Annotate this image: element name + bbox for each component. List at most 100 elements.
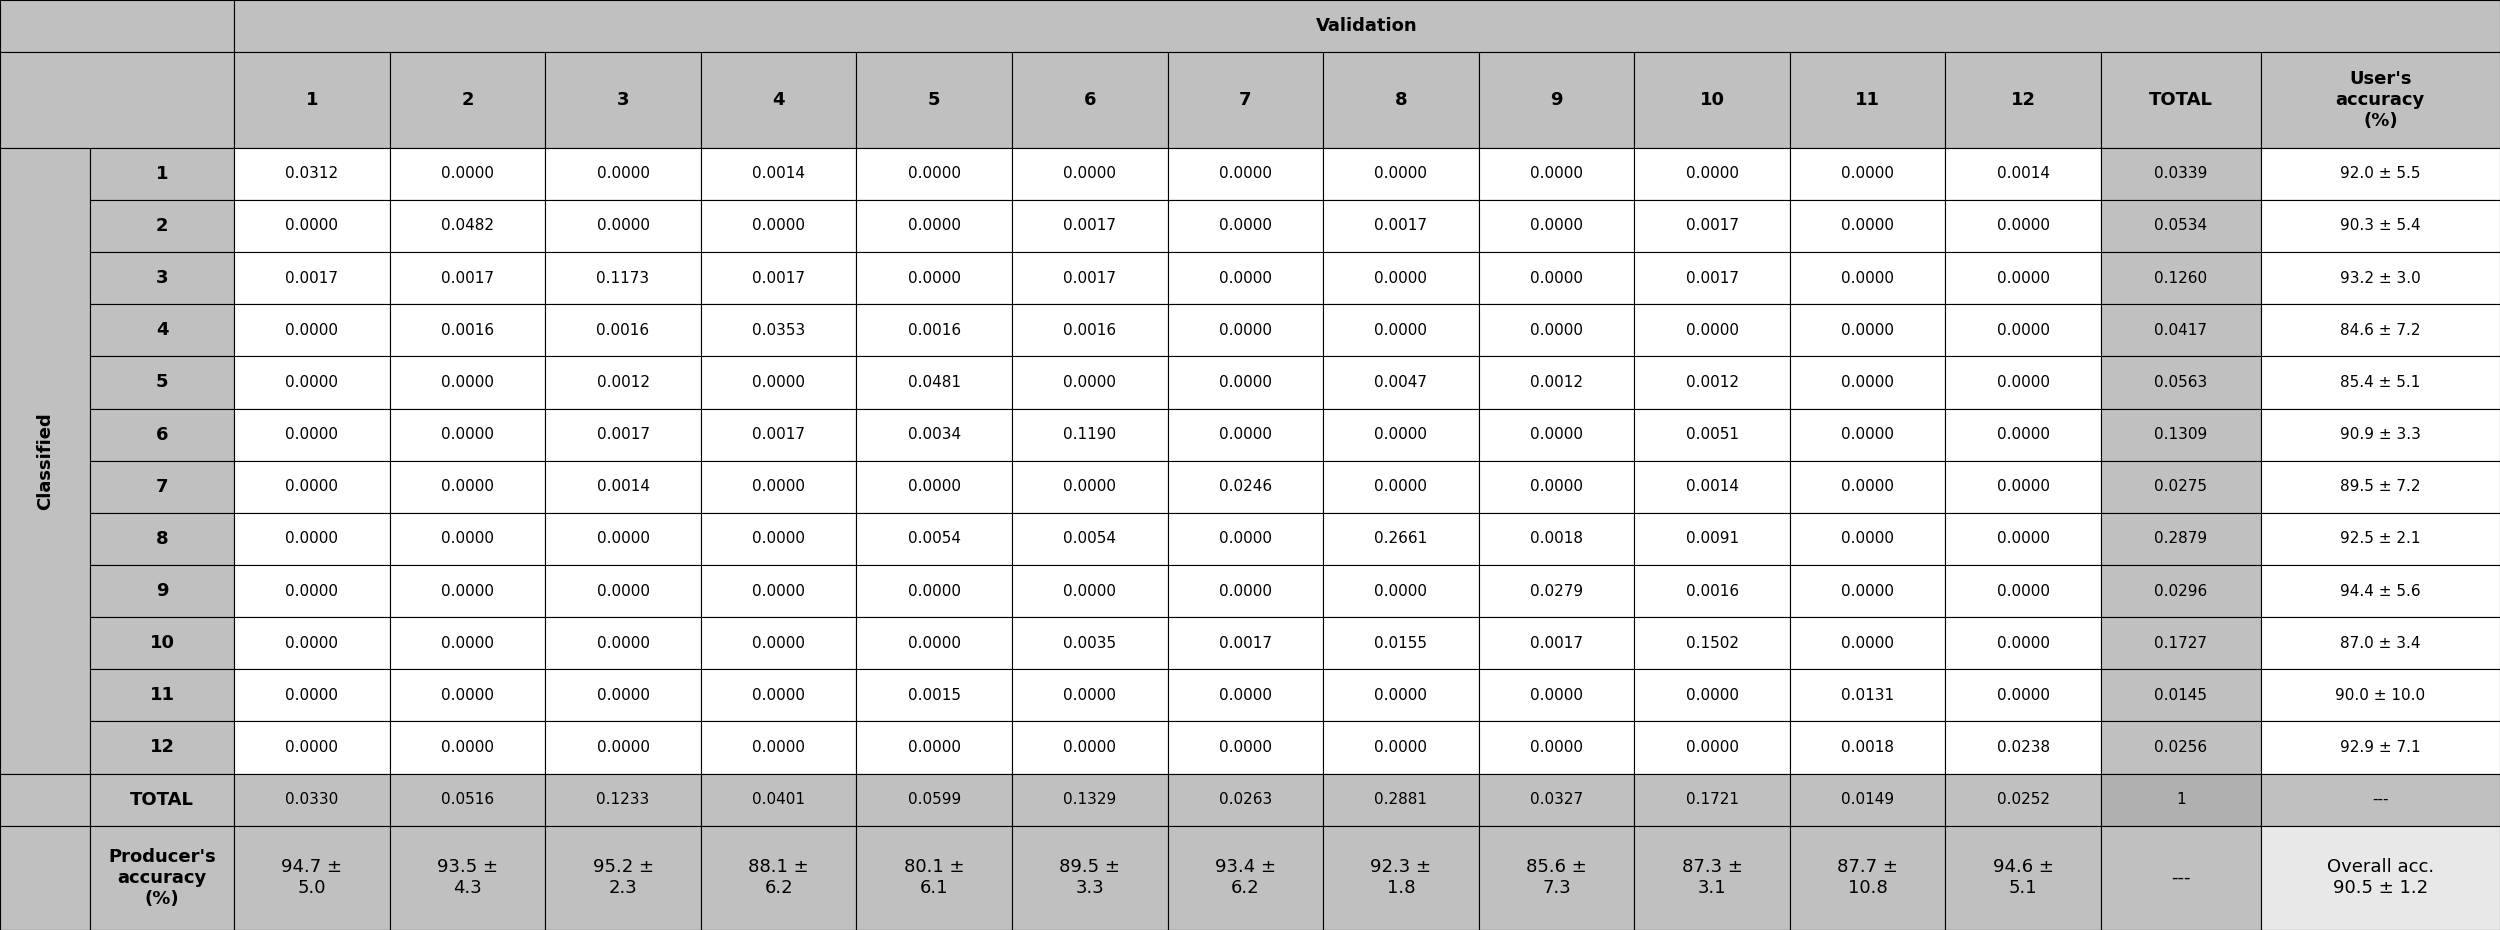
Bar <box>545 618 700 670</box>
Text: 0.0034: 0.0034 <box>908 427 960 442</box>
Bar <box>1635 722 1790 774</box>
Bar <box>235 148 390 200</box>
Text: 0.0000: 0.0000 <box>1685 166 1737 181</box>
Text: 8: 8 <box>1395 91 1408 109</box>
Text: 0.0000: 0.0000 <box>285 427 338 442</box>
Text: 0.0000: 0.0000 <box>908 219 960 233</box>
Bar <box>2100 252 2260 304</box>
Bar <box>858 252 1013 304</box>
Bar <box>1478 722 1635 774</box>
Text: 0.0000: 0.0000 <box>1840 271 1895 286</box>
Text: 0.0000: 0.0000 <box>1840 479 1895 494</box>
Bar <box>545 826 700 930</box>
Bar <box>1013 304 1168 356</box>
Bar <box>1945 722 2100 774</box>
Text: 0.0000: 0.0000 <box>752 740 805 755</box>
Text: 6: 6 <box>1082 91 1095 109</box>
Bar <box>1168 148 1322 200</box>
Text: 3: 3 <box>155 269 168 287</box>
Bar <box>2260 774 2500 826</box>
Text: 94.7 ±
5.0: 94.7 ± 5.0 <box>282 858 342 897</box>
Bar <box>1635 200 1790 252</box>
Text: 0.0000: 0.0000 <box>1375 166 1427 181</box>
Text: 0.0000: 0.0000 <box>908 479 960 494</box>
Text: 0.0014: 0.0014 <box>752 166 805 181</box>
Text: 0.0000: 0.0000 <box>598 636 650 651</box>
Bar <box>390 252 545 304</box>
Text: 0.0000: 0.0000 <box>1220 219 1272 233</box>
Bar <box>1945 148 2100 200</box>
Bar <box>1635 774 1790 826</box>
Text: 0.1721: 0.1721 <box>1685 792 1737 807</box>
Text: 0.0000: 0.0000 <box>1998 479 2050 494</box>
Text: 0.0275: 0.0275 <box>2155 479 2208 494</box>
Text: 9: 9 <box>155 582 168 600</box>
Text: 0.0417: 0.0417 <box>2155 323 2208 338</box>
Bar <box>2260 252 2500 304</box>
Text: 0.0000: 0.0000 <box>1530 688 1582 703</box>
Bar <box>2100 512 2260 565</box>
Bar <box>1013 512 1168 565</box>
Bar <box>2100 460 2260 512</box>
Text: 2: 2 <box>460 91 472 109</box>
Bar <box>1478 774 1635 826</box>
Bar <box>235 826 390 930</box>
Text: 0.0000: 0.0000 <box>1530 219 1582 233</box>
Bar <box>1945 356 2100 408</box>
Bar <box>90 670 235 722</box>
Bar <box>2100 722 2260 774</box>
Text: 0.0000: 0.0000 <box>1062 479 1118 494</box>
Bar <box>1478 670 1635 722</box>
Text: 0.0000: 0.0000 <box>1840 427 1895 442</box>
Bar <box>1013 826 1168 930</box>
Text: 4: 4 <box>155 321 168 339</box>
Bar <box>235 356 390 408</box>
Text: 0.0000: 0.0000 <box>285 323 338 338</box>
Bar <box>545 252 700 304</box>
Bar <box>235 252 390 304</box>
Text: ---: --- <box>2372 792 2388 807</box>
Text: 0.0000: 0.0000 <box>1062 688 1118 703</box>
Text: 0.0330: 0.0330 <box>285 792 338 807</box>
Bar <box>390 356 545 408</box>
Bar <box>90 565 235 618</box>
Bar <box>1168 52 1322 148</box>
Text: 0.0035: 0.0035 <box>1062 636 1118 651</box>
Text: 0.0000: 0.0000 <box>285 375 338 390</box>
Text: 1: 1 <box>155 165 168 183</box>
Text: 87.3 ±
3.1: 87.3 ± 3.1 <box>1682 858 1742 897</box>
Text: 0.0018: 0.0018 <box>1530 531 1582 547</box>
Bar <box>1013 722 1168 774</box>
Bar <box>1168 356 1322 408</box>
Bar <box>1322 512 1477 565</box>
Bar <box>2260 460 2500 512</box>
Text: 0.0000: 0.0000 <box>908 636 960 651</box>
Text: 0.0000: 0.0000 <box>1220 375 1272 390</box>
Bar <box>700 148 858 200</box>
Bar <box>2260 618 2500 670</box>
Bar <box>858 722 1013 774</box>
Text: 0.0000: 0.0000 <box>440 531 495 547</box>
Text: 80.1 ±
6.1: 80.1 ± 6.1 <box>905 858 965 897</box>
Bar <box>858 408 1013 460</box>
Bar <box>90 304 235 356</box>
Text: 0.0563: 0.0563 <box>2155 375 2208 390</box>
Text: 0.0599: 0.0599 <box>908 792 960 807</box>
Bar <box>2100 304 2260 356</box>
Bar <box>545 148 700 200</box>
Text: 0.0534: 0.0534 <box>2155 219 2208 233</box>
Text: 5: 5 <box>928 91 940 109</box>
Text: 10: 10 <box>150 634 175 652</box>
Bar <box>1635 148 1790 200</box>
Text: 0.0054: 0.0054 <box>908 531 960 547</box>
Bar <box>1790 618 1945 670</box>
Bar <box>700 252 858 304</box>
Text: 11: 11 <box>150 686 175 704</box>
Bar <box>545 460 700 512</box>
Bar <box>1168 722 1322 774</box>
Bar <box>1635 618 1790 670</box>
Text: 0.0017: 0.0017 <box>285 271 338 286</box>
Bar <box>1168 565 1322 618</box>
Bar <box>390 200 545 252</box>
Text: 0.0000: 0.0000 <box>1998 636 2050 651</box>
